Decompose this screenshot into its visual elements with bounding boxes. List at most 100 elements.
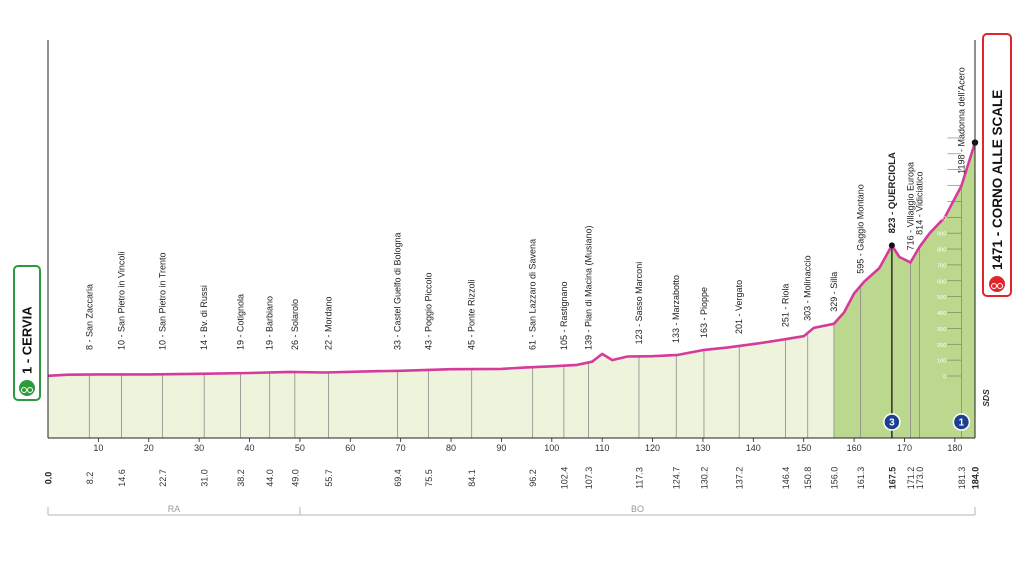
x-tick-label: 50 bbox=[295, 443, 305, 453]
profile-line bbox=[47, 142, 977, 378]
x-tick-label: 70 bbox=[396, 443, 406, 453]
place-label: 251 - Riola bbox=[781, 284, 791, 328]
place-km-label: 146.4 bbox=[781, 467, 791, 490]
finish-badge-frame bbox=[982, 33, 1012, 297]
climb-category-label: 3 bbox=[889, 418, 895, 429]
x-tick-label: 150 bbox=[796, 443, 811, 453]
place-label: 133 - Marzabotto bbox=[671, 275, 681, 343]
place-label: 10 - San Pietro in Vincoli bbox=[117, 252, 127, 350]
place-km-label: 107.3 bbox=[584, 467, 594, 490]
place-km-label: 31.0 bbox=[200, 469, 210, 487]
place-label: 139 - Pian di Macina (Musiano) bbox=[584, 225, 594, 350]
finish-badge: 1471 - CORNO ALLE SCALE bbox=[982, 33, 1012, 297]
place-km-label: 44.0 bbox=[265, 469, 275, 487]
place-label: 19 - Cotignola bbox=[235, 294, 245, 350]
region-label: RA bbox=[168, 504, 181, 514]
x-tick-label: 140 bbox=[746, 443, 761, 453]
place-label: 22 - Mordano bbox=[324, 296, 334, 350]
climb-category-marker bbox=[952, 413, 971, 431]
place-label: 33 - Castel Guelfo di Bologna bbox=[393, 232, 403, 350]
x-tick-label: 170 bbox=[897, 443, 912, 453]
elevation-tick-label: 0 bbox=[943, 375, 946, 381]
x-tick-label: 10 bbox=[93, 443, 103, 453]
place-km-label: 102.4 bbox=[559, 467, 569, 490]
place-km-label: 167.5 bbox=[887, 467, 897, 490]
x-tick-label: 40 bbox=[245, 443, 255, 453]
elevation-tick-label: 900 bbox=[937, 232, 946, 238]
place-label: 123 - Sasso Marconi bbox=[634, 262, 644, 345]
place-km-label: 8.2 bbox=[85, 472, 95, 485]
x-tick-label: 90 bbox=[496, 443, 506, 453]
place-label: 716 - Villaggio Europa bbox=[906, 162, 916, 250]
climb-category-marker bbox=[883, 413, 901, 431]
finish-label: 1471 - CORNO ALLE SCALE bbox=[990, 90, 1005, 270]
place-label: 814 - Vidiciatico bbox=[915, 171, 925, 234]
querciola-summit-dot bbox=[888, 242, 895, 249]
place-km-label: 84.1 bbox=[467, 469, 477, 487]
start-bike-wheel-icon bbox=[21, 387, 27, 393]
place-km-label: 156.0 bbox=[829, 467, 839, 490]
place-label: 45 - Ponte Rizzoli bbox=[467, 279, 477, 350]
x-tick-label: 20 bbox=[144, 443, 154, 453]
place-km-label: 22.7 bbox=[158, 469, 168, 487]
finish-bike-wheel-icon bbox=[991, 283, 997, 289]
place-km-label: 14.6 bbox=[117, 469, 127, 487]
elevation-tick-label: 1500 bbox=[934, 136, 946, 142]
place-label: 26 - Solarolo bbox=[290, 299, 300, 350]
place-km-label: 171.2 bbox=[906, 467, 916, 490]
elevation-tick-label: 1300 bbox=[934, 168, 946, 174]
start-label: 1 - CERVIA bbox=[20, 306, 35, 374]
place-label: 19 - Barbiano bbox=[265, 296, 275, 350]
elevation-tick-label: 1100 bbox=[934, 200, 946, 206]
x-tick-label: 80 bbox=[446, 443, 456, 453]
place-label: 329 - Silla bbox=[829, 272, 839, 312]
finish-km-label: 184.0 bbox=[971, 467, 981, 490]
elevation-tick-label: 300 bbox=[937, 327, 946, 333]
place-km-label: 161.3 bbox=[856, 467, 866, 490]
place-km-label: 130.2 bbox=[699, 467, 709, 490]
place-label: 823 - QUERCIOLA bbox=[887, 152, 898, 233]
finish-bike-icon bbox=[989, 276, 1005, 292]
finish-bike-wheel-icon bbox=[997, 283, 1003, 289]
place-km-label: 96.2 bbox=[528, 469, 538, 487]
profile-area-flat bbox=[48, 142, 975, 438]
start-badge: 1 - CERVIA bbox=[13, 265, 41, 401]
start-km-label: 0.0 bbox=[44, 472, 54, 485]
place-km-label: 69.4 bbox=[393, 469, 403, 487]
place-label: 14 - Bv. di Russi bbox=[199, 285, 209, 350]
elevation-tick-label: 100 bbox=[937, 359, 946, 365]
place-km-label: 117.3 bbox=[634, 467, 644, 489]
start-badge-frame bbox=[13, 265, 41, 401]
region-label: BO bbox=[631, 504, 644, 514]
x-tick-label: 60 bbox=[345, 443, 355, 453]
place-label: 43 - Poggio Piccolo bbox=[423, 272, 433, 350]
start-bike-icon bbox=[19, 380, 35, 396]
place-km-label: 173.0 bbox=[915, 467, 925, 490]
start-bike-wheel-icon bbox=[27, 387, 33, 393]
x-tick-label: 120 bbox=[645, 443, 660, 453]
elevation-tick-label: 1000 bbox=[934, 216, 946, 222]
place-km-label: 55.7 bbox=[324, 469, 334, 487]
x-tick-label: 130 bbox=[695, 443, 710, 453]
elevation-tick-label: 600 bbox=[937, 279, 946, 285]
elevation-tick-label: 1200 bbox=[934, 184, 946, 190]
elevation-tick-label: 1400 bbox=[934, 152, 946, 158]
place-label: 595 - Gaggio Montano bbox=[856, 184, 866, 274]
place-km-label: 38.2 bbox=[236, 469, 246, 487]
place-label: 105 - Rastignano bbox=[559, 281, 569, 350]
sds-label: SDS bbox=[981, 389, 991, 407]
x-tick-label: 100 bbox=[544, 443, 559, 453]
x-tick-label: 30 bbox=[194, 443, 204, 453]
elevation-tick-label: 200 bbox=[937, 343, 946, 349]
place-km-label: 75.5 bbox=[424, 469, 434, 487]
elevation-tick-label: 500 bbox=[937, 295, 946, 301]
place-km-label: 49.0 bbox=[290, 469, 300, 487]
place-label: 303 - Molinaccio bbox=[803, 255, 813, 321]
elevation-tick-label: 800 bbox=[937, 248, 946, 254]
place-km-label: 124.7 bbox=[672, 467, 682, 490]
place-label: 163 - Pioppe bbox=[699, 287, 709, 338]
x-tick-label: 180 bbox=[947, 443, 962, 453]
elevation-tick-label: 400 bbox=[937, 311, 946, 317]
